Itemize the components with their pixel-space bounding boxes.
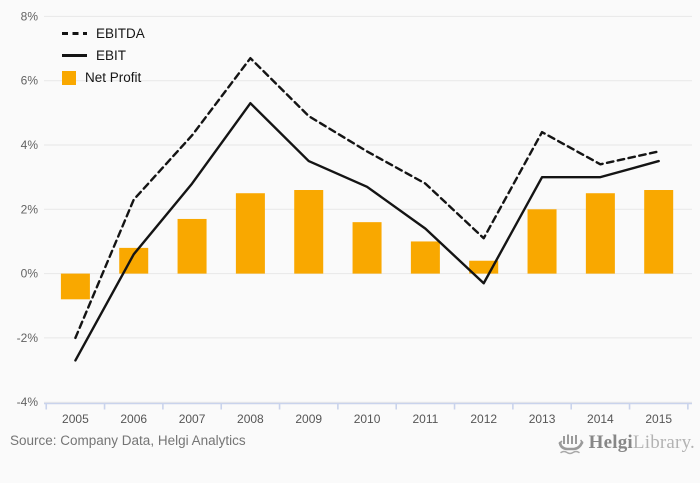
legend-item-net-profit: Net Profit xyxy=(62,70,145,85)
x-axis-label: 2007 xyxy=(179,412,206,426)
x-axis-label: 2006 xyxy=(120,412,147,426)
bar-2010 xyxy=(352,222,382,274)
bar-2007 xyxy=(177,218,207,274)
x-axis-label: 2011 xyxy=(412,412,438,426)
ebitda-line xyxy=(74,56,660,340)
bar-2011 xyxy=(410,241,440,274)
dashed-line-swatch-icon xyxy=(62,32,87,35)
ship-icon xyxy=(558,434,583,455)
x-axis-label: 2005 xyxy=(62,412,89,426)
solid-line-swatch-icon xyxy=(62,54,87,57)
x-axis-label: 2008 xyxy=(237,412,264,426)
legend-label: Net Profit xyxy=(85,70,142,85)
bar-2015 xyxy=(644,190,674,274)
bar-2014 xyxy=(585,193,615,274)
chart-legend: EBITDA EBIT Net Profit xyxy=(62,26,145,92)
legend-label: EBIT xyxy=(96,48,127,63)
brand-name-bold: Helgi xyxy=(588,431,633,453)
legend-item-ebitda: EBITDA xyxy=(62,26,145,41)
legend-label: EBITDA xyxy=(96,26,145,41)
x-axis-label: 2014 xyxy=(587,412,614,426)
y-axis-label: 8% xyxy=(21,9,39,23)
bar-swatch-icon xyxy=(62,70,76,85)
helgi-library-logo: Helgi Library. xyxy=(558,430,695,455)
bar-2008 xyxy=(235,193,265,274)
y-axis-label: 2% xyxy=(21,202,39,216)
chart-svg: 8% 6% 4% 2% 0% -2% -4% 2005 2006 2007 2008 2009 2010… xyxy=(17,9,692,426)
ebit-line xyxy=(74,102,660,362)
bar-2013 xyxy=(527,209,557,274)
x-axis-label: 2010 xyxy=(354,412,381,426)
y-axis-label: 6% xyxy=(21,74,39,88)
brand-name-light: Library. xyxy=(632,431,695,453)
y-axis-label: -2% xyxy=(17,331,39,345)
y-axis-label: 4% xyxy=(21,138,39,152)
source-text: Source: Company Data, Helgi Analytics xyxy=(10,433,246,448)
y-axis-label: -4% xyxy=(17,395,39,409)
legend-item-ebit: EBIT xyxy=(62,48,145,63)
x-axis-label: 2013 xyxy=(529,412,556,426)
x-axis-label: 2012 xyxy=(470,412,497,426)
x-axis-label: 2015 xyxy=(645,412,672,426)
chart-area: 8% 6% 4% 2% 0% -2% -4% 2005 2006 2007 2008 2009 2010… xyxy=(17,9,692,426)
x-axis-label: 2009 xyxy=(295,412,322,426)
chart-footer: Source: Company Data, Helgi Analytics He… xyxy=(0,432,700,483)
bar-2005 xyxy=(60,273,90,300)
bar-2009 xyxy=(294,190,324,274)
bar-2006 xyxy=(119,247,149,274)
y-axis-label: 0% xyxy=(21,267,39,281)
